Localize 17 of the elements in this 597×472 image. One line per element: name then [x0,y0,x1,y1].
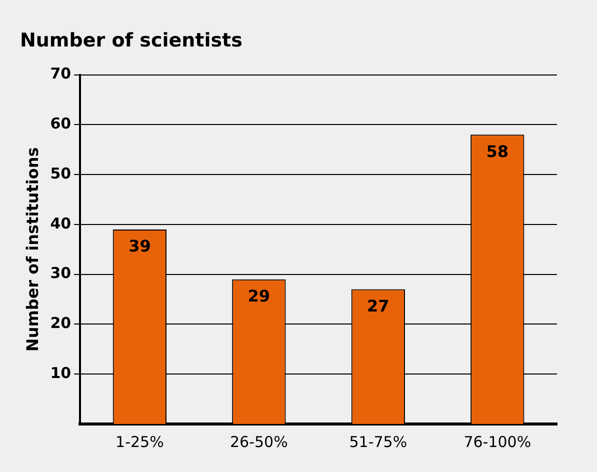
y-tick-label: 50 [50,164,72,182]
y-tick-label: 60 [50,114,72,133]
x-tick-label: 76-100% [464,432,532,451]
y-tick-label: 30 [50,264,72,282]
y-tick-label: 10 [50,364,72,382]
data-label: 29 [248,286,270,306]
x-tick-label: 1-25% [116,432,164,451]
x-tick-label: 26-50% [230,432,288,451]
data-label: 58 [486,142,509,161]
chart-title: Number of scientists [20,29,242,52]
y-tick-label: 70 [50,64,72,83]
y-tick-label: 40 [50,214,72,232]
y-tick-label: 20 [50,314,72,332]
data-label: 27 [367,296,390,316]
y-axis-title: Number of institutions [22,147,42,352]
x-tick-label: 51-75% [349,432,408,451]
data-label: 39 [128,236,151,256]
